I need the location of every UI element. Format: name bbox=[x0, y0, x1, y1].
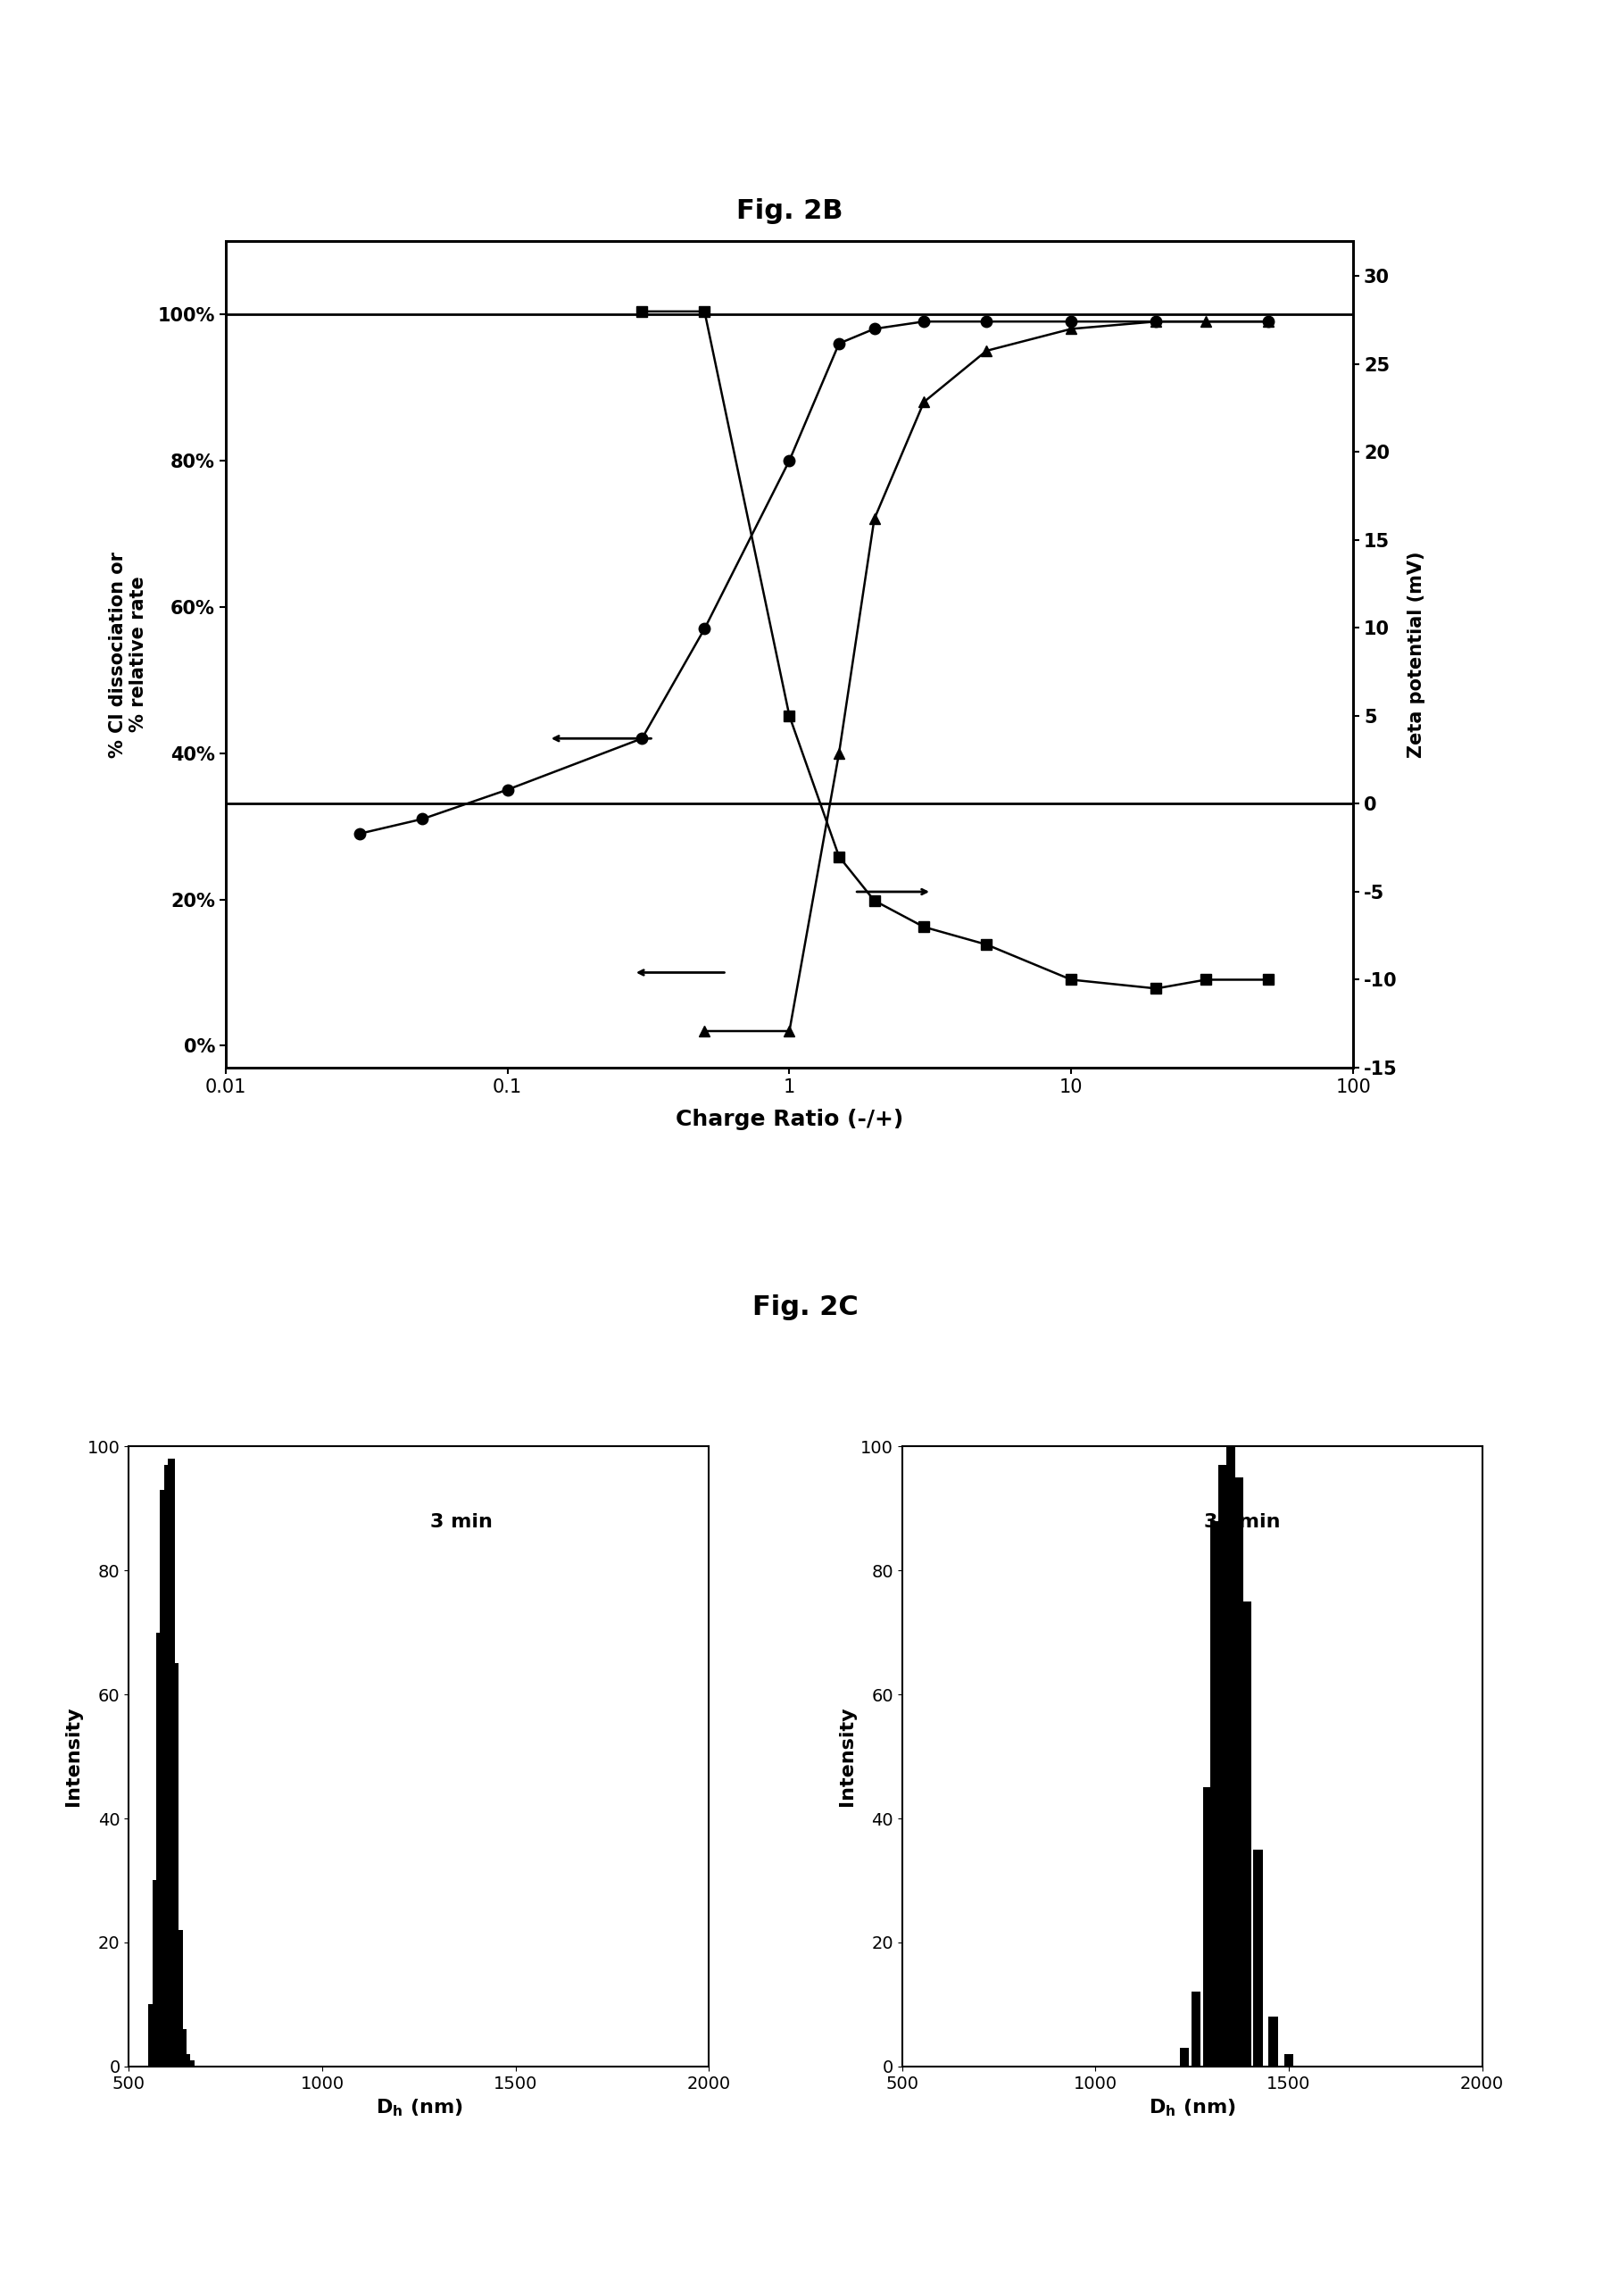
Y-axis label: Zeta potential (mV): Zeta potential (mV) bbox=[1408, 551, 1426, 758]
Bar bbox=[1234, 1479, 1244, 2066]
Bar bbox=[1253, 2055, 1263, 2066]
Bar bbox=[1218, 1465, 1228, 2066]
Bar bbox=[184, 2055, 190, 2066]
Bar bbox=[1191, 2055, 1200, 2066]
Bar bbox=[168, 1458, 176, 2066]
Bar bbox=[1210, 1520, 1220, 2066]
Bar bbox=[179, 2030, 187, 2066]
Bar bbox=[1253, 1851, 1263, 2066]
Bar bbox=[1203, 1786, 1213, 2066]
Text: 3 min: 3 min bbox=[430, 1513, 493, 1531]
Bar bbox=[153, 1880, 159, 2066]
Bar bbox=[1226, 1446, 1236, 2066]
X-axis label: D$_\mathregular{h}$ (nm): D$_\mathregular{h}$ (nm) bbox=[375, 2096, 462, 2119]
Bar bbox=[1210, 1979, 1220, 2066]
Bar bbox=[1218, 1961, 1228, 2066]
Bar bbox=[164, 1465, 171, 2066]
Text: 30 min: 30 min bbox=[1203, 1513, 1281, 1531]
Bar bbox=[1284, 2055, 1294, 2066]
Bar bbox=[159, 1490, 168, 2066]
Text: Fig. 2C: Fig. 2C bbox=[752, 1295, 859, 1320]
X-axis label: Charge Ratio (-/+): Charge Ratio (-/+) bbox=[675, 1109, 904, 1130]
Bar bbox=[1268, 2016, 1278, 2066]
Bar bbox=[1203, 2016, 1213, 2066]
Bar bbox=[1179, 2048, 1189, 2066]
Bar bbox=[176, 1931, 182, 2066]
Y-axis label: % Cl dissociation or
% relative rate: % Cl dissociation or % relative rate bbox=[110, 551, 148, 758]
Bar bbox=[148, 2004, 156, 2066]
Bar bbox=[1234, 1998, 1244, 2066]
Bar bbox=[187, 2060, 195, 2066]
X-axis label: D$_\mathregular{h}$ (nm): D$_\mathregular{h}$ (nm) bbox=[1149, 2096, 1236, 2119]
Y-axis label: Intensity: Intensity bbox=[838, 1706, 855, 1807]
Bar bbox=[172, 1662, 179, 2066]
Title: Fig. 2B: Fig. 2B bbox=[736, 197, 843, 225]
Bar bbox=[156, 1632, 163, 2066]
Y-axis label: Intensity: Intensity bbox=[64, 1706, 82, 1807]
Bar bbox=[1191, 1993, 1200, 2066]
Bar bbox=[1242, 1603, 1252, 2066]
Bar bbox=[1242, 2030, 1252, 2066]
Bar bbox=[1226, 1975, 1236, 2066]
